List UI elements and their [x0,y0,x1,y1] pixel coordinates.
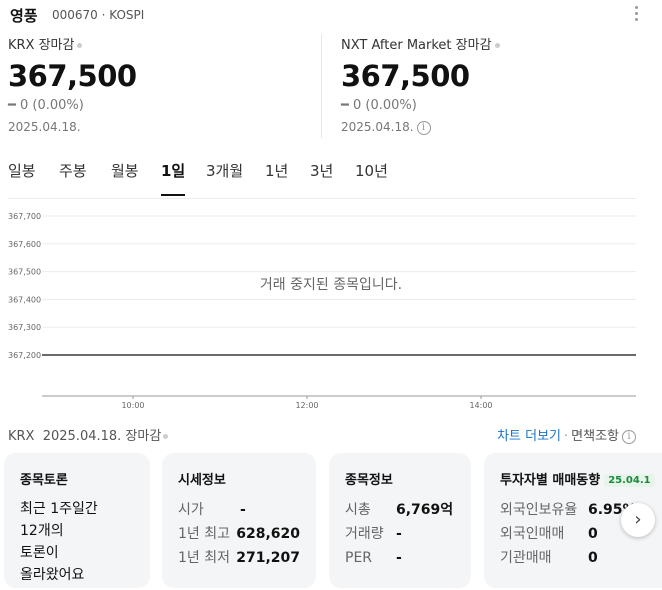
nxt-date: 2025.04.18. i [341,120,500,135]
discussion-card[interactable]: 종목토론 최근 1주일간 12개의 토론이 올라왔어요 [4,453,150,588]
card-title-text: 투자자별 매매동향 [500,473,601,488]
row-label: 시총 [345,502,371,518]
row-value: 0 [588,550,598,566]
krx-market-text: KRX 장마감 [8,38,75,53]
info-row: 1년 최고 628,620 [178,522,300,546]
info-row: 시총 6,769억 [345,498,455,522]
row-label: 거래량 [345,526,384,542]
row-label: 외국인매매 [500,526,565,542]
chevron-right-icon[interactable]: › [621,503,655,537]
stock-header: 영풍 000670 · KOSPI [8,4,654,26]
card-title: 투자자별 매매동향 25.04.1 [500,469,658,488]
row-label: PER [345,550,373,566]
discussion-line: 토론이 [20,545,59,561]
krx-change-text: 0 (0.00%) [19,98,84,113]
krx-change: ━ 0 (0.00%) [8,98,137,113]
stock-name: 영풍 [10,7,38,25]
info-icon[interactable]: i [416,120,431,135]
x-tick-label: 12:00 [295,401,318,410]
y-tick-label: 367,600 [8,240,41,249]
info-row: 외국인매매 0 [500,522,658,546]
disclaimer-link[interactable]: 면책조항 [571,429,619,444]
row-value: - [396,550,402,566]
info-row: 시가 - [178,498,300,522]
market-status-text: KRX 2025.04.18. 장마감 [8,429,162,444]
y-tick-label: 367,300 [8,323,41,332]
y-tick-label: 367,400 [8,295,41,304]
y-tick-label: 367,500 [8,268,41,277]
summary-cards: 종목토론 최근 1주일간 12개의 토론이 올라왔어요 시세정보 시가 - 1년 … [0,451,662,590]
quote-divider [321,34,322,138]
stock-code: 000670 · KOSPI [52,8,145,22]
discussion-line: 올라왔어요 [20,567,85,583]
tab-daily[interactable]: 일봉 [8,162,36,180]
nxt-quote: NXT After Market 장마감 367,500 ━ 0 (0.00%)… [341,34,500,135]
stock-info-card[interactable]: 종목정보 시총 6,769억 거래량 - PER - [329,453,471,588]
nxt-change: ━ 0 (0.00%) [341,98,500,113]
market-info-card[interactable]: 시세정보 시가 - 1년 최고 628,620 1년 최저 271,207 [162,453,316,588]
trading-halted-message: 거래 중지된 종목입니다. [259,277,403,293]
tab-1year[interactable]: 1년 [265,162,289,180]
y-tick-label: 367,700 [8,212,41,221]
krx-price: 367,500 [8,59,137,93]
row-label: 시가 [178,502,204,518]
chart-links: 차트 더보기 · 면책조항 i [497,425,636,444]
krx-quote: KRX 장마감 367,500 ━ 0 (0.00%) 2025.04.18. [8,34,137,134]
row-label: 기관매매 [500,550,552,566]
card-title: 종목정보 [345,473,393,488]
info-icon[interactable]: i [622,429,636,444]
chart-more-link[interactable]: 차트 더보기 [497,429,562,444]
row-label: 1년 최고 [178,526,230,542]
row-value: - [396,526,402,542]
flat-dash-icon: ━ [8,98,16,113]
tab-1day[interactable]: 1일 [161,160,186,196]
status-dot-icon [77,43,83,48]
market-status: KRX 2025.04.18. 장마감 [8,429,169,444]
nxt-date-text: 2025.04.18. [341,120,414,134]
row-value: 0 [588,526,598,542]
row-value: 6,769억 [396,502,454,518]
tab-10year[interactable]: 10년 [355,162,388,180]
flat-dash-icon: ━ [341,98,349,113]
row-label: 외국인보유율 [500,502,578,518]
discussion-body: 최근 1주일간 12개의 토론이 올라왔어요 [20,498,134,586]
status-dot-icon [163,434,169,439]
nxt-change-text: 0 (0.00%) [352,98,417,113]
info-row: 거래량 - [345,522,455,546]
krx-date: 2025.04.18. [8,120,81,134]
info-row: 1년 최저 271,207 [178,546,300,570]
discussion-line: 최근 1주일간 [20,501,98,517]
row-label: 1년 최저 [178,550,230,566]
krx-market-label: KRX 장마감 [8,34,137,53]
row-value: - [240,502,246,518]
separator-dot: · [564,429,569,444]
discussion-line: 12개의 [20,523,64,539]
x-tick-label: 14:00 [469,401,492,410]
row-value: 271,207 [236,550,300,566]
tab-3year[interactable]: 3년 [310,162,334,180]
status-dot-icon [494,43,500,48]
info-row: PER - [345,546,455,570]
chart-status-bar: KRX 2025.04.18. 장마감 차트 더보기 · 면책조항 i [8,425,654,444]
card-title: 종목토론 [20,473,68,488]
tab-weekly[interactable]: 주봉 [59,162,87,180]
nxt-price: 367,500 [341,59,470,93]
price-chart[interactable]: 367,700 367,600 367,500 367,400 367,300 367,2… [0,198,662,418]
more-vertical-icon[interactable] [634,6,640,24]
y-tick-label: 367,200 [8,351,41,360]
nxt-market-label: NXT After Market 장마감 [341,34,500,53]
tab-monthly[interactable]: 월봉 [111,162,139,180]
info-row: 기관매매 0 [500,546,658,570]
x-tick-label: 10:00 [121,401,144,410]
nxt-market-text: NXT After Market 장마감 [341,38,492,53]
card-title: 시세정보 [178,473,226,488]
row-value: 628,620 [236,526,300,542]
date-badge: 25.04.1 [604,474,655,487]
tab-3month[interactable]: 3개월 [206,162,244,180]
